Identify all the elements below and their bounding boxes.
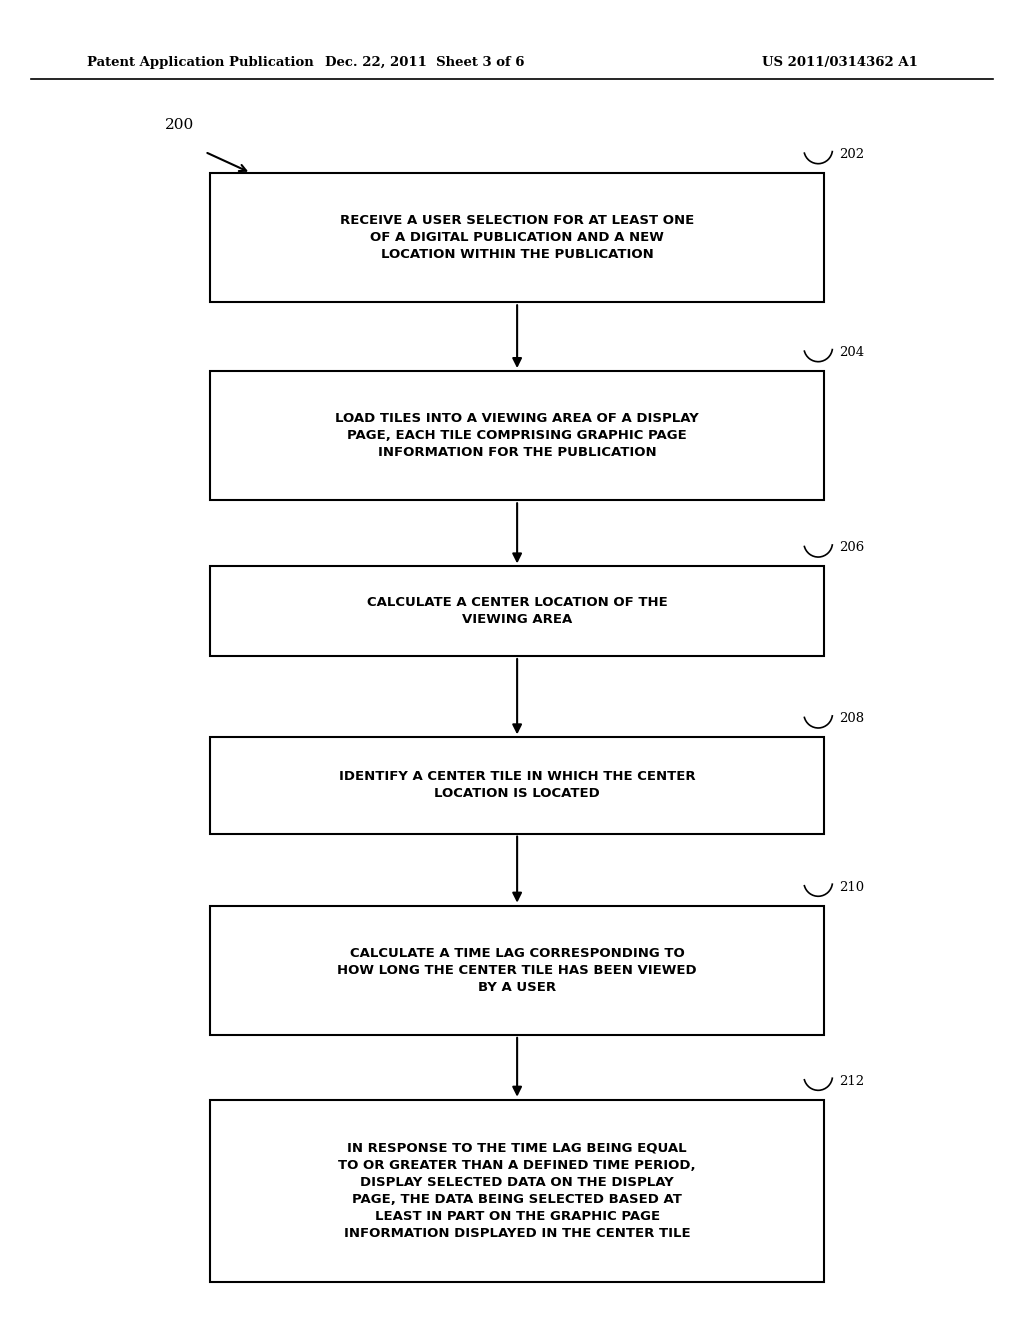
Text: US 2011/0314362 A1: US 2011/0314362 A1 — [762, 55, 918, 69]
Text: 212: 212 — [839, 1074, 864, 1088]
Text: Patent Application Publication: Patent Application Publication — [87, 55, 313, 69]
Text: 200: 200 — [165, 119, 194, 132]
Text: 208: 208 — [839, 713, 864, 725]
Text: 206: 206 — [839, 541, 864, 554]
Bar — [210, 737, 824, 834]
Bar — [210, 173, 824, 302]
Text: Dec. 22, 2011  Sheet 3 of 6: Dec. 22, 2011 Sheet 3 of 6 — [326, 55, 524, 69]
Text: RECEIVE A USER SELECTION FOR AT LEAST ONE
OF A DIGITAL PUBLICATION AND A NEW
LOC: RECEIVE A USER SELECTION FOR AT LEAST ON… — [340, 214, 694, 261]
Bar — [210, 906, 824, 1035]
Bar — [210, 1100, 824, 1282]
Text: CALCULATE A TIME LAG CORRESPONDING TO
HOW LONG THE CENTER TILE HAS BEEN VIEWED
B: CALCULATE A TIME LAG CORRESPONDING TO HO… — [337, 946, 697, 994]
Bar — [210, 371, 824, 500]
Bar — [210, 566, 824, 656]
Text: 210: 210 — [839, 880, 864, 894]
Text: IN RESPONSE TO THE TIME LAG BEING EQUAL
TO OR GREATER THAN A DEFINED TIME PERIOD: IN RESPONSE TO THE TIME LAG BEING EQUAL … — [338, 1142, 696, 1239]
Text: LOAD TILES INTO A VIEWING AREA OF A DISPLAY
PAGE, EACH TILE COMPRISING GRAPHIC P: LOAD TILES INTO A VIEWING AREA OF A DISP… — [335, 412, 699, 459]
Text: 202: 202 — [839, 148, 864, 161]
Text: 204: 204 — [839, 346, 864, 359]
Text: IDENTIFY A CENTER TILE IN WHICH THE CENTER
LOCATION IS LOCATED: IDENTIFY A CENTER TILE IN WHICH THE CENT… — [339, 771, 695, 800]
Text: CALCULATE A CENTER LOCATION OF THE
VIEWING AREA: CALCULATE A CENTER LOCATION OF THE VIEWI… — [367, 597, 668, 626]
